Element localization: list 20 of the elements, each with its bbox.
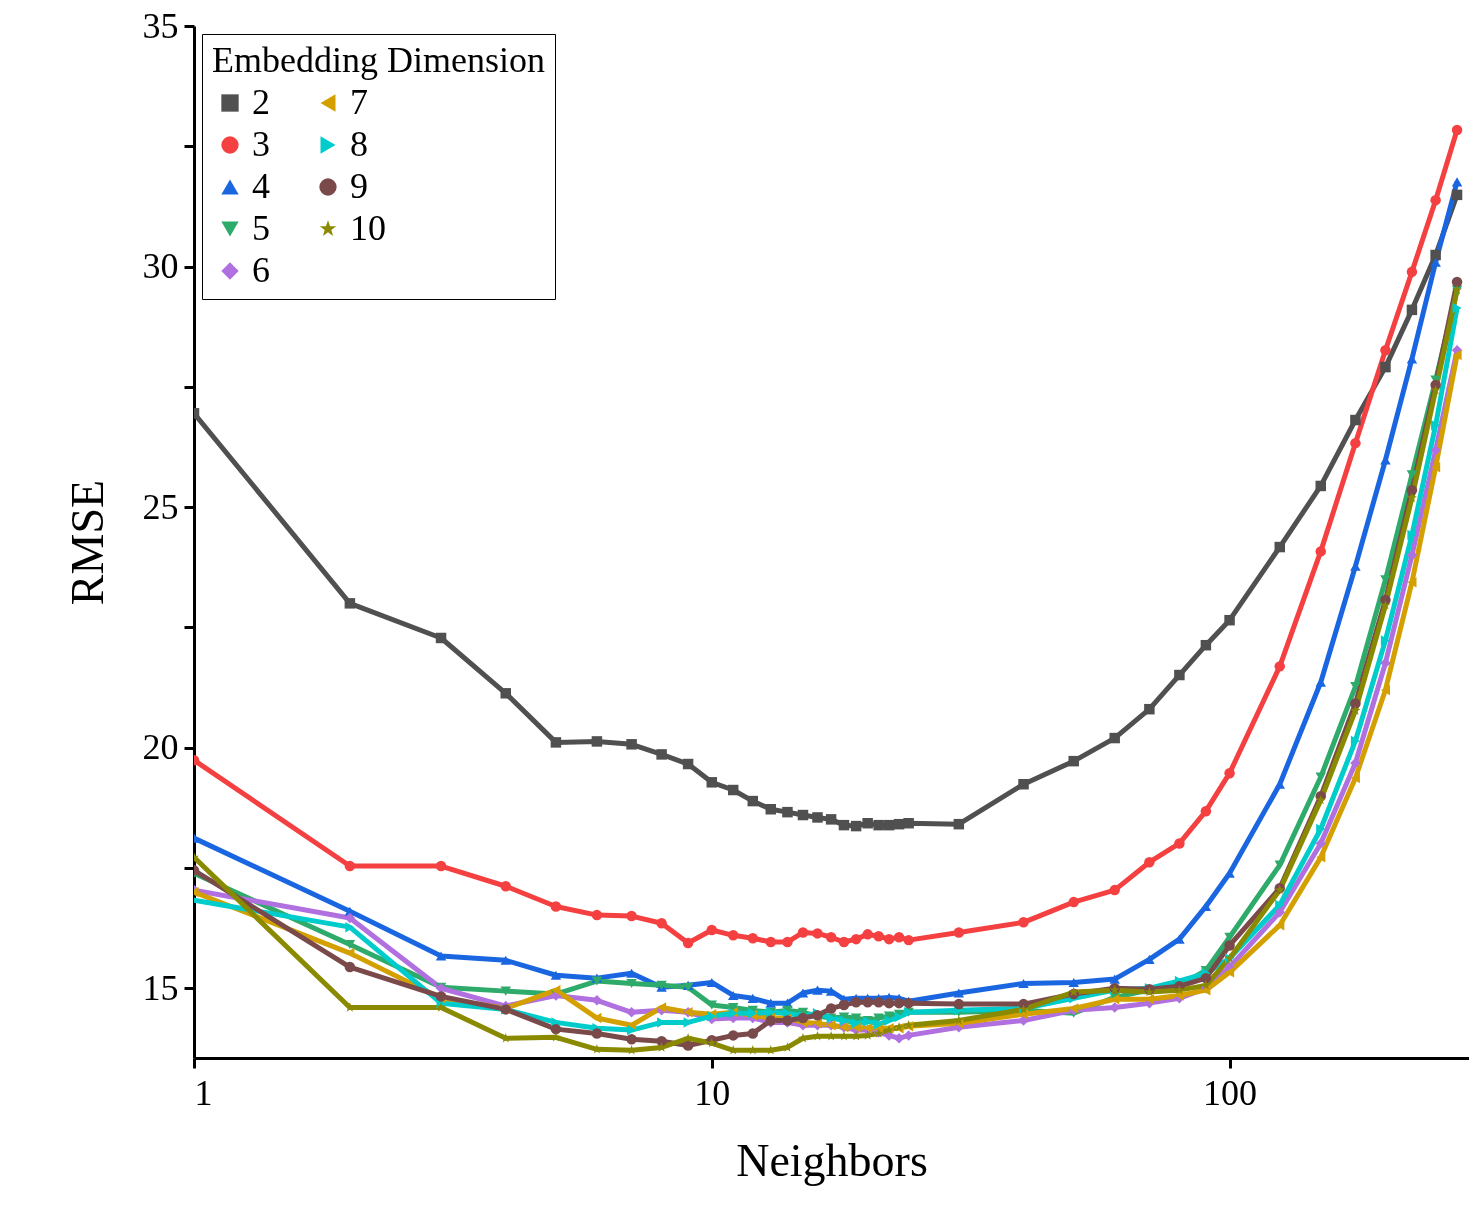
- x-axis-title: Neighbors: [736, 1134, 928, 1186]
- x-tick-label: 100: [1203, 1072, 1258, 1113]
- legend-label: 4: [252, 166, 270, 206]
- legend-title: Embedding Dimension: [212, 40, 545, 80]
- y-tick-label: 35: [142, 5, 179, 46]
- x-tick-label: 10: [694, 1072, 731, 1113]
- y-axis-title: RMSE: [61, 479, 113, 606]
- legend-label: 6: [252, 250, 270, 290]
- y-tick-label: 25: [142, 486, 179, 527]
- y-tick-label: 30: [142, 246, 179, 287]
- legend-label: 3: [252, 124, 270, 164]
- legend-label: 2: [252, 82, 270, 122]
- legend-label: 5: [252, 208, 270, 248]
- legend-label: 8: [350, 124, 368, 164]
- x-tick-label: 1: [194, 1072, 213, 1113]
- legend-label: 7: [350, 82, 368, 122]
- legend-label: 9: [350, 166, 368, 206]
- y-tick-label: 15: [142, 967, 179, 1008]
- legend-label: 10: [350, 208, 386, 248]
- y-tick-label: 20: [142, 727, 179, 768]
